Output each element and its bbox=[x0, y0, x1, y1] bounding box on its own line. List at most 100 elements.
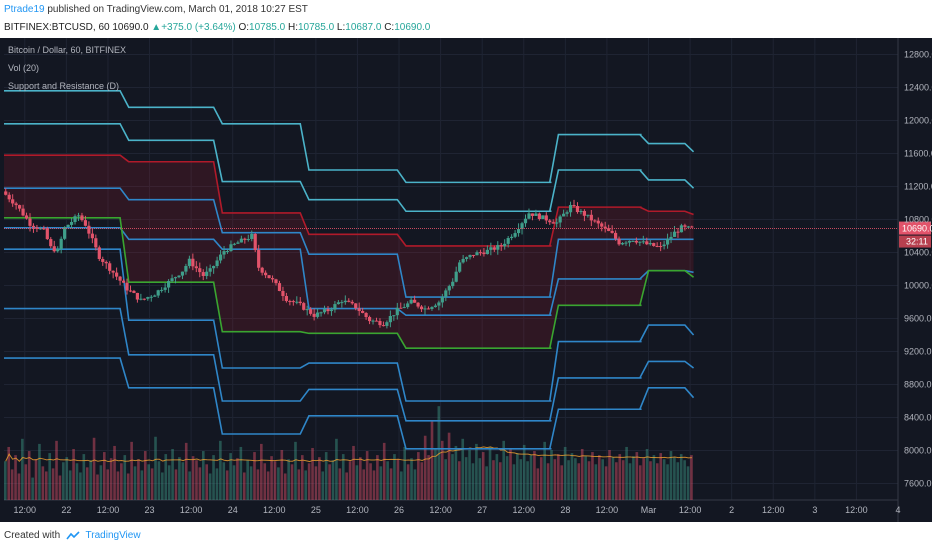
candle-body bbox=[149, 296, 153, 298]
volume-bar bbox=[188, 471, 191, 500]
volume-bar bbox=[345, 472, 348, 500]
candle-body bbox=[322, 309, 327, 313]
volume-bar bbox=[625, 446, 628, 500]
volume-bar bbox=[348, 461, 352, 500]
band-line-pivot_lower bbox=[4, 226, 694, 317]
y-tick-label: 12400.0 bbox=[904, 83, 932, 93]
created-with-text: Created with bbox=[4, 530, 61, 541]
volume-bar bbox=[485, 466, 488, 500]
volume-bar bbox=[420, 462, 424, 500]
volume-bar bbox=[41, 466, 45, 500]
volume-bar bbox=[55, 440, 58, 500]
volume-bar bbox=[328, 464, 331, 500]
candle-body bbox=[229, 244, 233, 252]
volume-bar bbox=[181, 462, 185, 500]
candle-body bbox=[253, 233, 257, 251]
volume-bar bbox=[300, 455, 304, 500]
change-value: +375.0 (+3.64%) bbox=[161, 22, 236, 33]
candle-body bbox=[222, 251, 226, 255]
volume-bar bbox=[458, 461, 461, 500]
volume-bar bbox=[150, 468, 154, 500]
x-tick-label: 12:00 bbox=[596, 505, 619, 515]
candle-body bbox=[239, 238, 243, 243]
volume-bar bbox=[280, 450, 284, 500]
publisher-link[interactable]: Ptrade19 bbox=[4, 4, 45, 15]
candle-body bbox=[683, 225, 687, 227]
candle-body bbox=[617, 238, 621, 245]
candle-body bbox=[419, 306, 424, 310]
candle-body bbox=[153, 295, 157, 297]
x-tick-label: 28 bbox=[560, 505, 570, 515]
candle-body bbox=[257, 250, 261, 268]
x-tick-label: 12:00 bbox=[845, 505, 868, 515]
candle-body bbox=[669, 236, 673, 239]
candle-body bbox=[392, 315, 396, 317]
volume-bar bbox=[563, 446, 567, 500]
candle-body bbox=[35, 227, 39, 229]
candle-body bbox=[475, 252, 479, 256]
candle-body bbox=[458, 262, 462, 272]
x-tick-label: 12:00 bbox=[679, 505, 702, 515]
volume-bar bbox=[645, 449, 649, 500]
candle-body bbox=[471, 254, 476, 256]
candle-body bbox=[413, 299, 417, 303]
candle-body bbox=[156, 290, 160, 296]
x-tick-label: 26 bbox=[394, 505, 404, 515]
volume-bar bbox=[113, 445, 116, 500]
volume-bar bbox=[417, 452, 420, 500]
volume-bar bbox=[365, 451, 369, 500]
legend-support-resistance: Support and Resistance (D) bbox=[8, 81, 120, 91]
candle-body bbox=[492, 247, 496, 250]
volume-bar bbox=[673, 457, 676, 500]
candle-body bbox=[437, 302, 441, 306]
last-price-tag bbox=[899, 221, 931, 235]
volume-bar bbox=[116, 471, 120, 500]
volume-bar bbox=[75, 463, 79, 500]
volume-bar bbox=[10, 469, 14, 500]
candle-body bbox=[111, 270, 115, 273]
y-tick-label: 9200.0 bbox=[904, 347, 932, 357]
x-tick-label: 23 bbox=[145, 505, 155, 515]
candle-body bbox=[513, 233, 517, 237]
candle-body bbox=[350, 301, 354, 304]
volume-bar bbox=[451, 454, 454, 500]
volume-bar bbox=[553, 459, 557, 500]
volume-bar bbox=[51, 468, 55, 500]
candle-body bbox=[4, 191, 8, 195]
candle-body bbox=[246, 238, 250, 240]
x-tick-label: 12:00 bbox=[346, 505, 369, 515]
candle-body bbox=[101, 258, 105, 262]
candle-body bbox=[641, 241, 645, 243]
candle-body bbox=[73, 216, 77, 222]
tradingview-link[interactable]: TradingView bbox=[85, 530, 141, 541]
candle-body bbox=[201, 272, 205, 277]
candle-body bbox=[402, 307, 406, 309]
candle-body bbox=[430, 307, 434, 309]
volume-bar bbox=[516, 453, 519, 500]
candle-body bbox=[59, 238, 63, 249]
candle-body bbox=[80, 215, 84, 221]
candle-body bbox=[378, 321, 382, 326]
volume-bar bbox=[686, 466, 690, 500]
volume-bar bbox=[427, 455, 430, 500]
candle-body bbox=[166, 281, 171, 288]
x-tick-label: 27 bbox=[477, 505, 487, 515]
volume-bar bbox=[591, 452, 594, 500]
chart-area[interactable]: 10690.0 32:11 12800.0 12400.0 12000.0 11600.0… bbox=[0, 38, 932, 522]
candle-body bbox=[194, 266, 198, 269]
candle-body bbox=[399, 307, 403, 309]
candle-body bbox=[277, 283, 282, 291]
y-tick-label: 12000.0 bbox=[904, 116, 932, 126]
candle-body bbox=[568, 205, 573, 213]
candle-body bbox=[506, 238, 510, 244]
volume-bar bbox=[594, 464, 598, 500]
volume-bar bbox=[62, 462, 65, 500]
volume-bar bbox=[536, 468, 540, 500]
high-value: 10785.0 bbox=[297, 22, 335, 33]
price-chart[interactable]: 10690.0 32:11 12800.0 12400.0 12000.0 11600.0… bbox=[0, 38, 932, 522]
close-value: 10690.0 bbox=[394, 22, 431, 33]
volume-bar bbox=[399, 471, 403, 500]
candle-body bbox=[679, 225, 684, 233]
candle-body bbox=[83, 220, 88, 226]
volume-bar bbox=[331, 460, 335, 500]
